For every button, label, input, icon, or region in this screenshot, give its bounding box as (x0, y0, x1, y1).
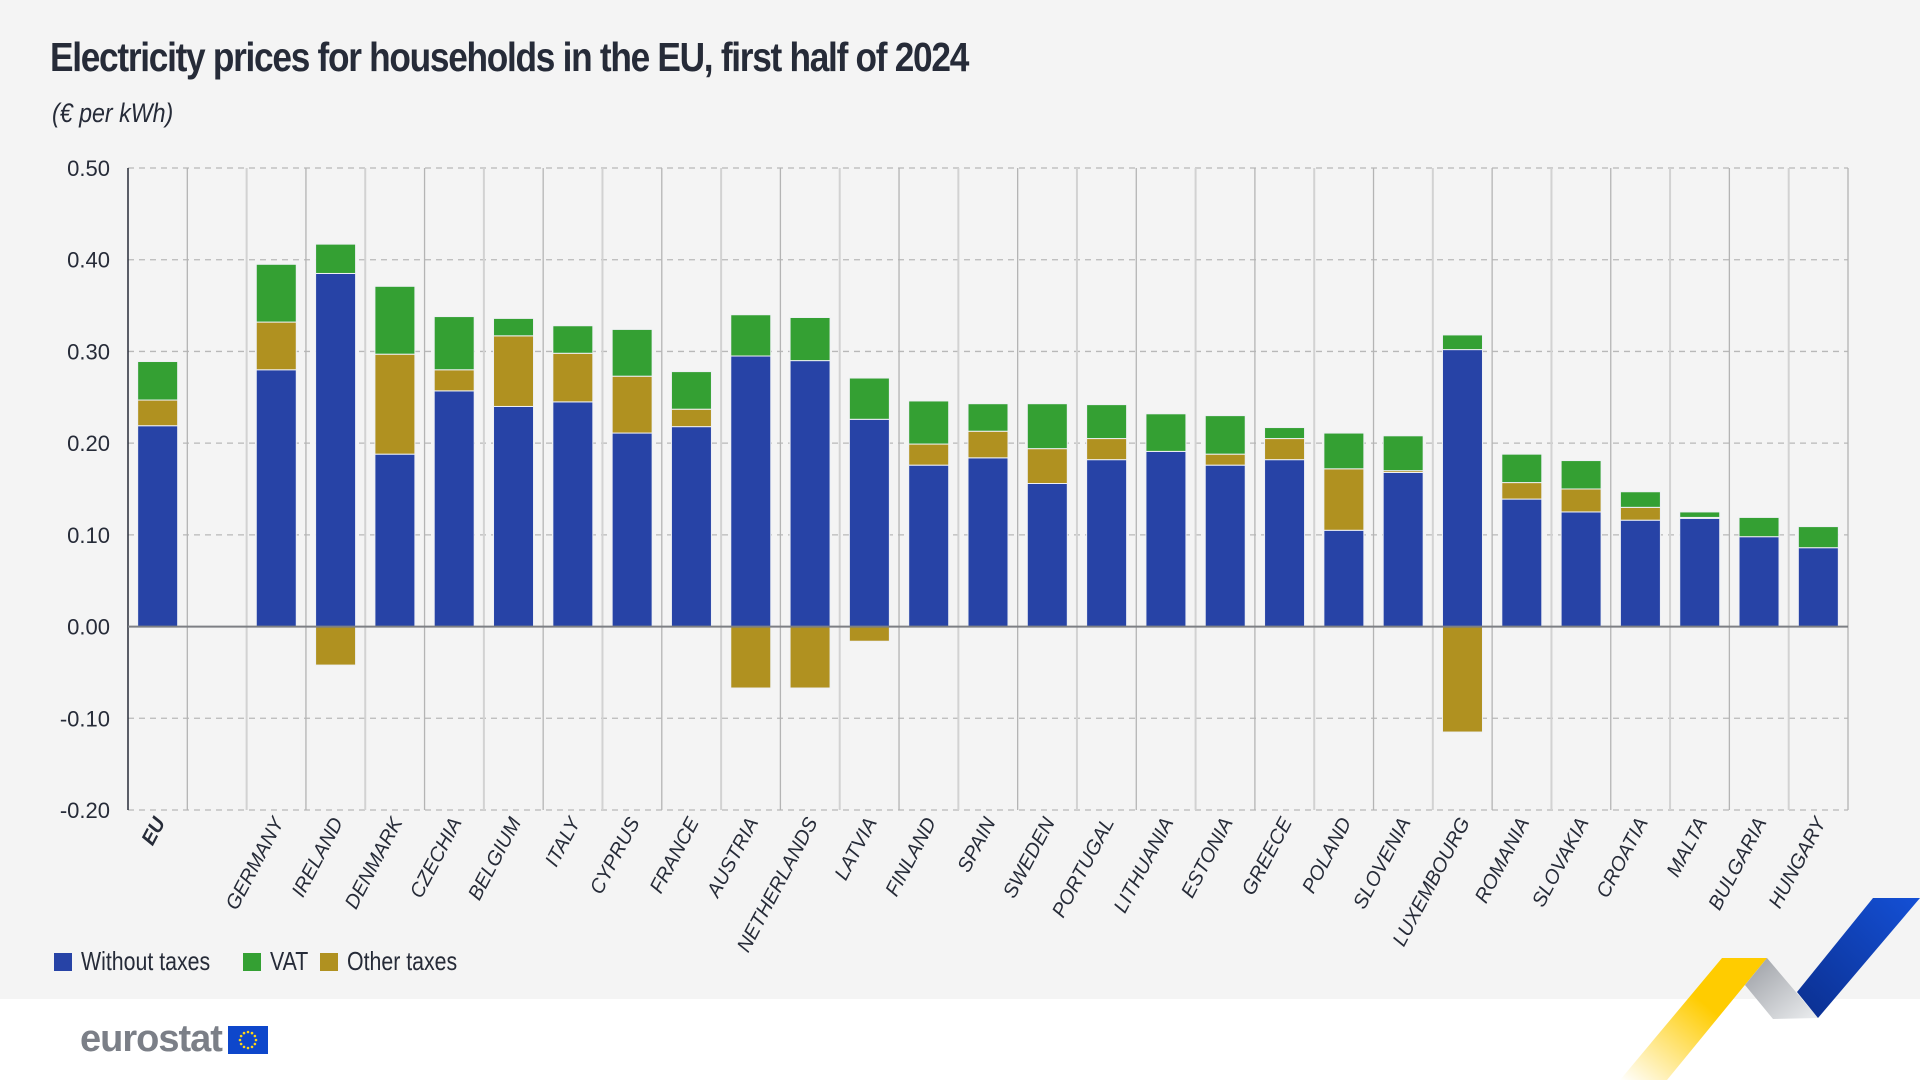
bar-vat-france (670, 371, 712, 410)
bar-without-taxes-greece (1264, 459, 1306, 628)
bar-vat-estonia (1204, 415, 1246, 455)
ribbon-gray (1745, 958, 1818, 1019)
legend-label: VAT (269, 946, 308, 976)
bar-vat-denmark (374, 285, 416, 355)
eu-flag-icon (227, 1025, 268, 1054)
bar-without-taxes-hungary (1797, 547, 1839, 628)
chart-title: Electricity prices for households in the… (50, 34, 969, 80)
bar-vat-slovenia (1382, 435, 1424, 472)
axes (127, 168, 1848, 810)
bar-vat-ireland (315, 243, 357, 274)
bar-other-taxes-cyprus (611, 375, 653, 434)
bar-vat-italy (552, 325, 594, 354)
ribbon-yellow (1620, 958, 1767, 1080)
bar-vat-latvia (848, 377, 890, 420)
chart-unit-subtitle: (€ per kWh) (52, 98, 174, 128)
bar-without-taxes-france (670, 426, 712, 628)
bar-other-taxes-austria (730, 626, 772, 689)
y-tick-label: 0.00 (67, 615, 110, 640)
bar-without-taxes-denmark (374, 453, 416, 628)
bar-other-taxes-poland (1323, 468, 1365, 531)
legend-item-vat: VAT (242, 946, 308, 977)
bar-other-taxes-italy (552, 352, 594, 403)
bar-vat-finland (908, 400, 950, 445)
legend: Without taxes VAT Other taxes (54, 946, 486, 977)
legend-swatch-other-taxes (320, 952, 339, 971)
bar-other-taxes-belgium (493, 335, 535, 407)
bar-without-taxes-cyprus (611, 432, 653, 628)
y-tick-label: 0.10 (67, 523, 110, 548)
bar-vat-belgium (493, 317, 535, 337)
y-tick-label: 0.40 (67, 248, 110, 273)
bar-without-taxes-luxembourg (1441, 349, 1483, 628)
bar-vat-luxembourg (1441, 334, 1483, 351)
y-tick-label: 0.50 (67, 156, 110, 181)
logo-text: eurostat (80, 1018, 223, 1060)
bar-vat-bulgaria (1738, 516, 1780, 538)
bar-vat-sweden (1026, 403, 1068, 450)
bar-vat-austria (730, 314, 772, 357)
y-tick-label: -0.20 (60, 798, 110, 823)
y-tick-label: 0.30 (67, 339, 110, 364)
bar-vat-greece (1264, 427, 1306, 440)
bar-vat-portugal (1086, 404, 1128, 440)
bar-without-taxes-portugal (1086, 459, 1128, 628)
y-tick-label: -0.10 (60, 706, 110, 731)
bar-vat-romania (1501, 453, 1543, 484)
legend-swatch-without-taxes (54, 952, 72, 971)
bar-vat-slovakia (1560, 460, 1602, 490)
bar-without-taxes-bulgaria (1738, 536, 1780, 628)
bar-without-taxes-belgium (493, 405, 535, 628)
eurostat-logo: eurostat (80, 1018, 268, 1061)
bar-vat-czechia (433, 316, 475, 371)
bar-other-taxes-eu (137, 399, 179, 427)
bar-other-taxes-germany (255, 321, 297, 371)
bar-without-taxes-italy (552, 401, 594, 628)
legend-label: Other taxes (347, 946, 458, 976)
bar-vat-hungary (1797, 526, 1839, 549)
bars (137, 243, 1839, 733)
legend-item-without-taxes: Without taxes (54, 946, 221, 977)
bar-vat-malta (1679, 511, 1721, 518)
stacked-bar-chart: 0.500.400.300.200.100.00-0.10-0.20 EU GER… (60, 156, 1849, 956)
bar-other-taxes-netherlands (789, 626, 831, 689)
bar-without-taxes-latvia (848, 418, 890, 628)
bar-without-taxes-austria (730, 355, 772, 628)
bar-without-taxes-spain (967, 457, 1009, 628)
bar-without-taxes-slovakia (1560, 511, 1602, 628)
bar-vat-lithuania (1145, 413, 1187, 452)
bar-without-taxes-eu (137, 425, 179, 628)
bar-without-taxes-estonia (1204, 464, 1246, 628)
bar-without-taxes-lithuania (1145, 450, 1187, 628)
bar-other-taxes-denmark (374, 353, 416, 455)
bar-without-taxes-ireland (315, 272, 357, 628)
legend-item-other-taxes: Other taxes (320, 946, 463, 977)
bar-vat-poland (1323, 432, 1365, 470)
bar-vat-cyprus (611, 328, 653, 377)
y-tick-label: 0.20 (67, 431, 110, 456)
bar-vat-germany (255, 263, 297, 323)
bar-without-taxes-czechia (433, 390, 475, 628)
ribbon-blue (1797, 898, 1920, 1018)
legend-label: Without taxes (81, 946, 211, 976)
bar-vat-spain (967, 403, 1009, 432)
y-axis-ticks: 0.50 0.40 0.30 0.20 0.10 0.00 -0.10 -0.20 (60, 156, 110, 823)
bar-vat-netherlands (789, 316, 831, 362)
bar-vat-croatia (1619, 491, 1661, 508)
bar-vat-eu (137, 361, 179, 401)
bar-without-taxes-netherlands (789, 360, 831, 628)
legend-swatch-vat (242, 952, 261, 971)
bar-without-taxes-germany (255, 369, 297, 628)
